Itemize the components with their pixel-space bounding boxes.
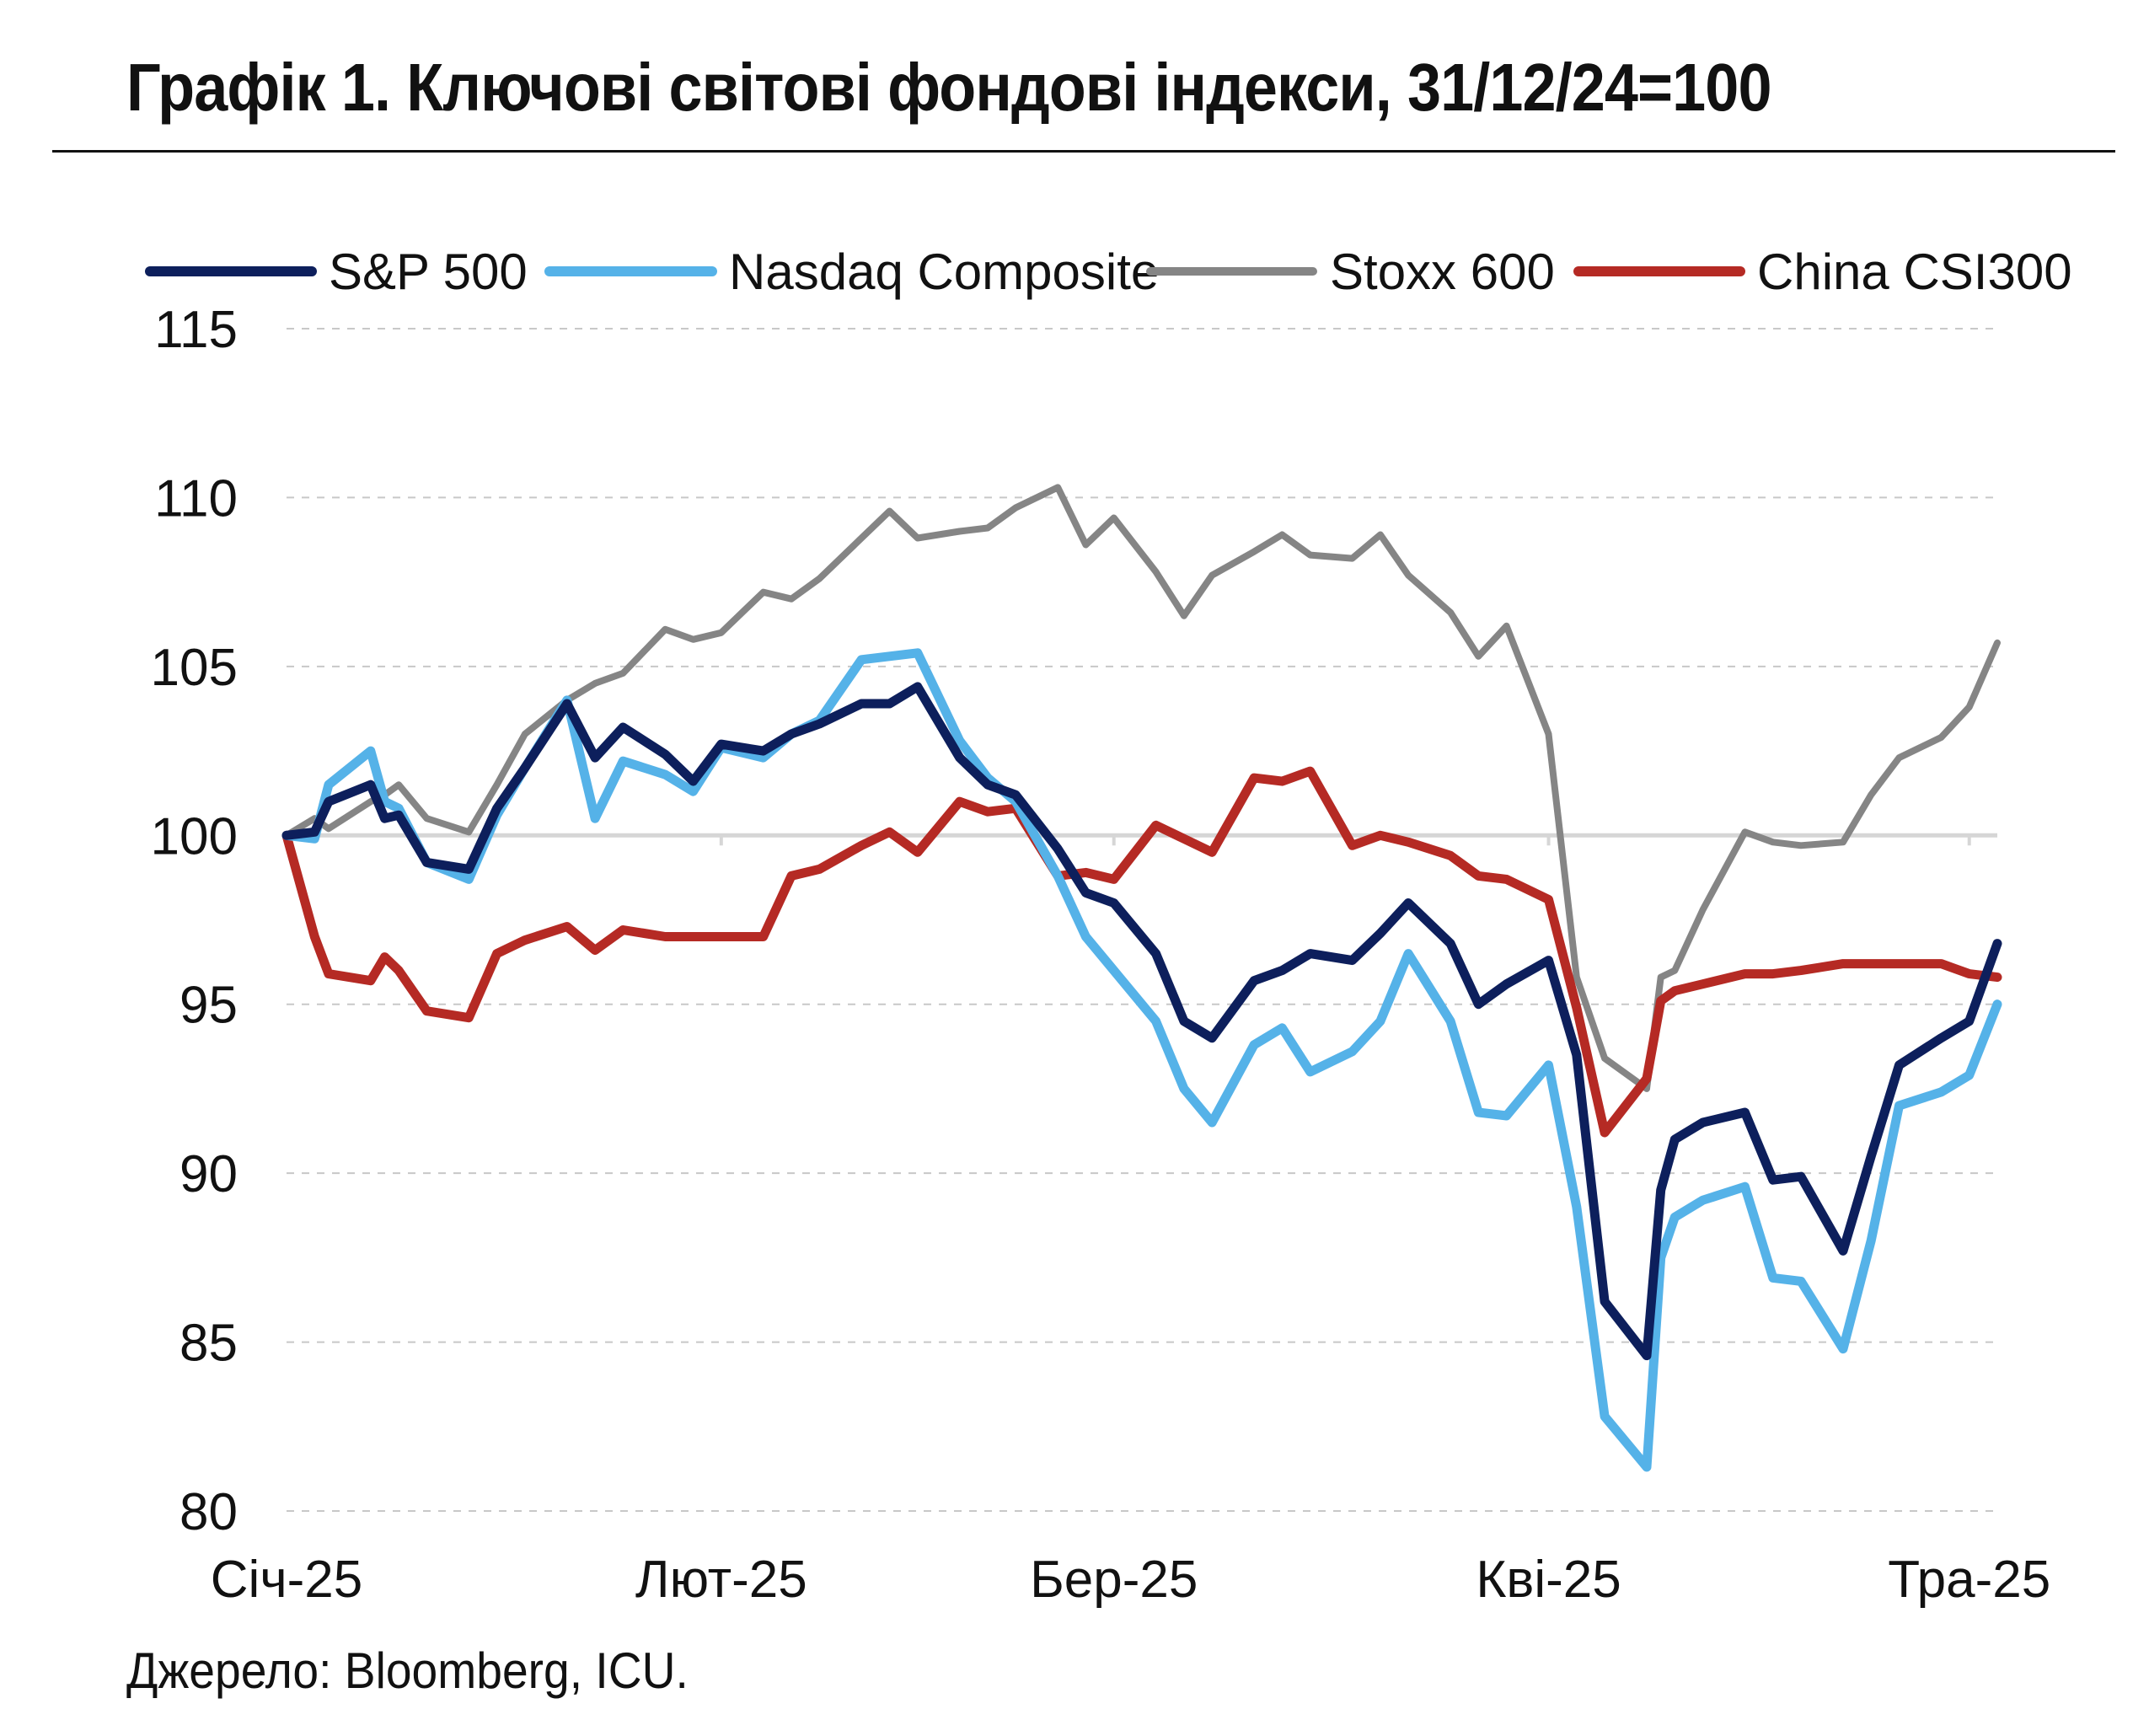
y-tick-label: 85 bbox=[180, 1315, 238, 1373]
x-tick-marks bbox=[285, 833, 1971, 846]
chart-title: Графік 1. Ключові світові фондові індекс… bbox=[126, 50, 1771, 125]
y-tick-label: 80 bbox=[180, 1483, 238, 1541]
legend-label-china-csi300: China CSI300 bbox=[1757, 244, 2072, 300]
series-line-s-p-500 bbox=[281, 682, 2002, 1361]
y-tick-label: 95 bbox=[180, 977, 238, 1035]
legend-label-nasdaq-composite: Nasdaq Composite bbox=[729, 244, 1159, 300]
title-divider bbox=[52, 150, 2115, 153]
gridlines bbox=[287, 328, 1997, 1512]
series-line-china-csi300 bbox=[281, 766, 2002, 1138]
source-note: Джерело: Bloomberg, ICU. bbox=[126, 1642, 689, 1699]
y-tick-label: 115 bbox=[154, 301, 238, 359]
legend-label-stoxx-600: Stoxx 600 bbox=[1330, 244, 1555, 300]
x-tick-label: Бер-25 bbox=[1030, 1551, 1198, 1609]
y-axis-tick-labels: 80 85 90 95 100 105 110 115 bbox=[151, 301, 238, 1541]
x-tick-label: Тра-25 bbox=[1888, 1551, 2050, 1609]
series-lines bbox=[281, 484, 2002, 1472]
legend: S&P 500 Nasdaq Composite Stoxx 600 China CS… bbox=[145, 244, 2072, 300]
series-line-stoxx-600 bbox=[283, 484, 2001, 1092]
series-line-nasdaq-composite bbox=[281, 648, 2002, 1472]
x-axis-tick-labels: Січ-25 Лют-25 Бер-25 Кві-25 Тра-25 bbox=[211, 1551, 2050, 1609]
y-tick-label: 100 bbox=[151, 807, 238, 865]
x-tick-label: Лют-25 bbox=[635, 1551, 807, 1609]
legend-label-s-p-500: S&P 500 bbox=[329, 244, 528, 300]
y-tick-label: 110 bbox=[154, 469, 238, 528]
x-tick-label: Кві-25 bbox=[1476, 1551, 1621, 1609]
y-tick-label: 105 bbox=[151, 639, 238, 697]
x-tick-label: Січ-25 bbox=[211, 1551, 362, 1609]
y-tick-label: 90 bbox=[180, 1145, 238, 1203]
